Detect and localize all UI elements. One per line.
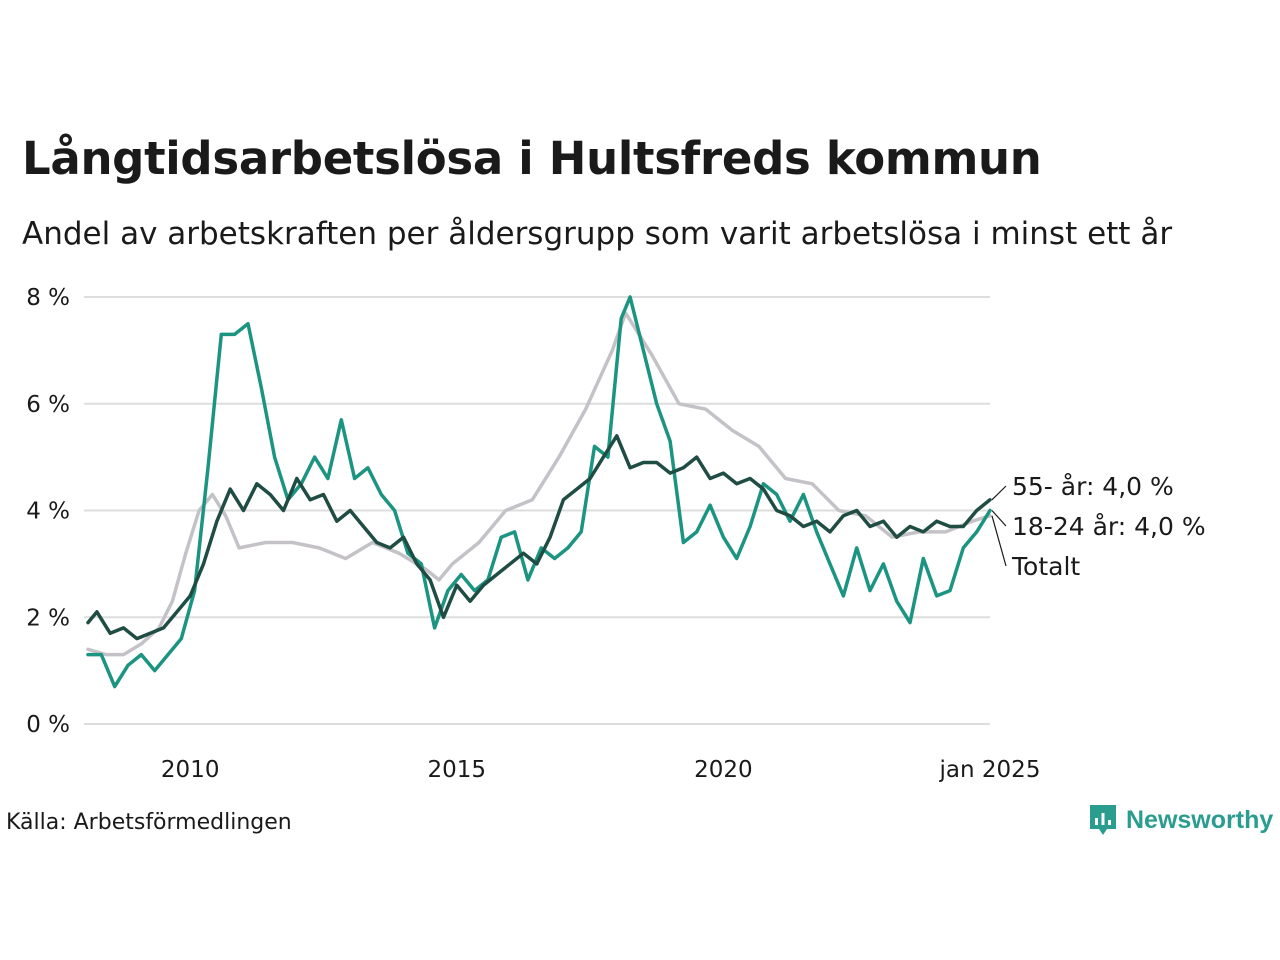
series-label-leader: [991, 510, 1007, 527]
series-labels: 55- år: 4,0 % 18-24 år: 4,0 % Totalt: [991, 472, 1206, 581]
chart-subtitle: Andel av arbetskraften per åldersgrupp s…: [22, 216, 1173, 252]
y-tick-label: 4 %: [26, 499, 70, 525]
source-note: Källa: Arbetsförmedlingen: [6, 810, 292, 835]
chart-title: Långtidsarbetslösa i Hultsfreds kommun: [22, 132, 1042, 185]
x-tick-label: 2010: [161, 757, 220, 783]
y-tick-label: 8 %: [26, 285, 70, 311]
series-line-2: [86, 434, 992, 641]
x-tick-label: 2020: [694, 757, 753, 783]
series-label: 18-24 år: 4,0 %: [1012, 512, 1206, 541]
series-line-1: [86, 295, 992, 689]
series-label: 55- år: 4,0 %: [1012, 472, 1174, 501]
x-tick-label: 2015: [428, 757, 487, 783]
series-label: Totalt: [1011, 552, 1080, 581]
brand-name: Newsworthy: [1126, 805, 1274, 834]
y-tick-label: 6 %: [26, 392, 70, 418]
x-tick-label: jan 2025: [939, 757, 1041, 783]
series-lines: [86, 295, 992, 689]
series-label-leader: [991, 515, 1007, 567]
newsworthy-logo-icon: [1090, 805, 1116, 835]
y-tick-label: 0 %: [26, 712, 70, 738]
brand-logo: Newsworthy: [1088, 803, 1273, 837]
series-label-leader: [991, 485, 1007, 501]
y-tick-label: 2 %: [26, 605, 70, 631]
y-axis-ticks: 0 % 2 % 4 % 6 % 8 %: [26, 285, 70, 738]
series-line-0: [86, 311, 992, 657]
x-axis-ticks: 2010 2015 2020 jan 2025: [161, 757, 1041, 783]
